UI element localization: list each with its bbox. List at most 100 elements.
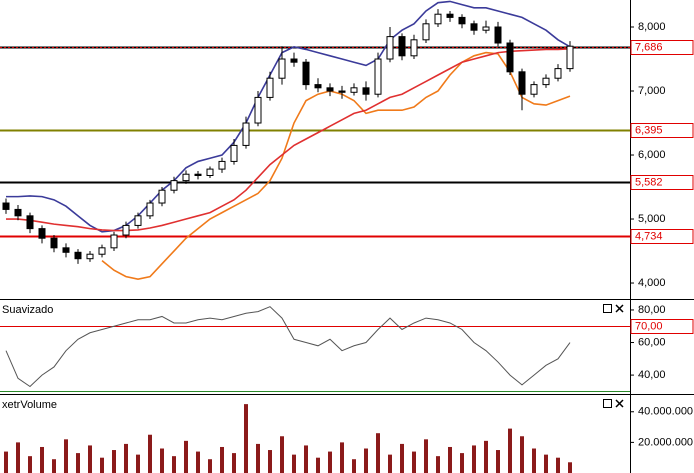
y-tick-label: 60,00 xyxy=(638,336,666,348)
volume-bar xyxy=(172,456,176,473)
candle-body xyxy=(254,96,262,124)
candle-body xyxy=(302,61,310,86)
close-icon[interactable] xyxy=(615,399,624,408)
candle-body xyxy=(206,168,214,176)
volume-bar xyxy=(340,442,344,473)
candle-body xyxy=(542,77,550,86)
candle-body xyxy=(110,234,118,249)
candle-body xyxy=(458,16,466,25)
level-label-box xyxy=(630,123,694,138)
volume-bar xyxy=(328,451,332,473)
candle-body xyxy=(566,45,574,70)
candle-body xyxy=(194,173,202,176)
volume-bar xyxy=(64,439,68,473)
volume-bar xyxy=(364,448,368,473)
candle-body xyxy=(434,13,442,25)
y-tick-label: 7,000 xyxy=(638,85,666,97)
level-label-box xyxy=(630,319,694,334)
y-tick-label: 20.000.000 xyxy=(638,436,693,448)
panel-icons xyxy=(603,304,624,408)
candle-body xyxy=(2,202,10,210)
volume-bar xyxy=(256,443,260,473)
volume-bar xyxy=(76,453,80,473)
candle-body xyxy=(506,42,514,73)
volume-bar xyxy=(388,454,392,473)
volume-bar xyxy=(376,433,380,473)
volume-bar xyxy=(304,445,308,473)
level-label: 7,686 xyxy=(635,41,663,53)
candle-body xyxy=(278,58,286,79)
volume-bar xyxy=(532,448,536,473)
maximize-icon[interactable] xyxy=(603,399,612,408)
candle-body xyxy=(482,26,490,31)
volume-bar xyxy=(28,456,32,473)
candle-body xyxy=(230,144,238,162)
level-label-box xyxy=(630,40,694,55)
candle-body xyxy=(38,228,46,239)
volume-bar xyxy=(244,404,248,473)
y-tick-label: 40,00 xyxy=(638,369,666,381)
volume-bar xyxy=(352,459,356,473)
volume-bar xyxy=(448,446,452,473)
y-tick-label: 6,000 xyxy=(638,149,666,161)
close-icon[interactable] xyxy=(615,304,624,313)
volume-bar xyxy=(472,445,476,473)
candle-body xyxy=(158,189,166,204)
panel-title: Suavizado xyxy=(2,304,53,316)
volume-bar xyxy=(400,443,404,473)
level-label: 70,00 xyxy=(635,320,663,332)
candle-body xyxy=(62,247,70,253)
volume-bar xyxy=(160,448,164,473)
maximize-icon[interactable] xyxy=(603,304,612,313)
volume-bar xyxy=(460,453,464,473)
volume-bar xyxy=(220,446,224,473)
y-tick-label: 40.000.000 xyxy=(638,406,693,418)
volume-bar xyxy=(424,439,428,473)
level-label-box xyxy=(630,175,694,190)
candle-body xyxy=(530,84,538,95)
candle-body xyxy=(98,247,106,255)
volume-bar xyxy=(436,456,440,473)
panel-title: xetrVolume xyxy=(2,399,57,411)
candle-body xyxy=(446,13,454,18)
volume-bar xyxy=(100,457,104,473)
volume-bar xyxy=(16,442,20,473)
candle-body xyxy=(338,90,346,93)
volume-bar xyxy=(148,434,152,473)
level-label: 5,582 xyxy=(635,176,663,188)
volume-bar xyxy=(40,446,44,473)
volume-bar xyxy=(544,454,548,473)
candle-body xyxy=(386,36,394,60)
candle-body xyxy=(26,215,34,230)
volume-bar xyxy=(508,428,512,473)
candle-body xyxy=(86,253,94,260)
candle-body xyxy=(50,237,58,249)
volume-bar xyxy=(124,443,128,473)
candle-body xyxy=(362,87,370,95)
series-line xyxy=(101,51,571,281)
candle-body xyxy=(350,87,358,93)
candle-body xyxy=(74,251,82,260)
level-label: 6,395 xyxy=(635,124,663,136)
volume-bar xyxy=(196,451,200,473)
candle-body xyxy=(290,58,298,63)
volume-bar xyxy=(208,459,212,473)
candle-body xyxy=(410,39,418,57)
series-line xyxy=(5,306,571,388)
series-line xyxy=(6,47,571,232)
y-tick-label: 80,00 xyxy=(638,304,666,316)
volume-bar xyxy=(4,451,8,473)
candle-body xyxy=(122,224,130,236)
volume-bar xyxy=(88,445,92,473)
volume-bar xyxy=(184,440,188,473)
candle-body xyxy=(470,23,478,31)
volume-bar xyxy=(136,454,140,473)
volume-bar xyxy=(568,462,572,473)
candle-body xyxy=(518,71,526,95)
volume-bar xyxy=(268,450,272,473)
candle-body xyxy=(146,202,154,217)
candle-body xyxy=(242,122,250,146)
volume-bar xyxy=(412,451,416,473)
volume-bar xyxy=(520,436,524,473)
